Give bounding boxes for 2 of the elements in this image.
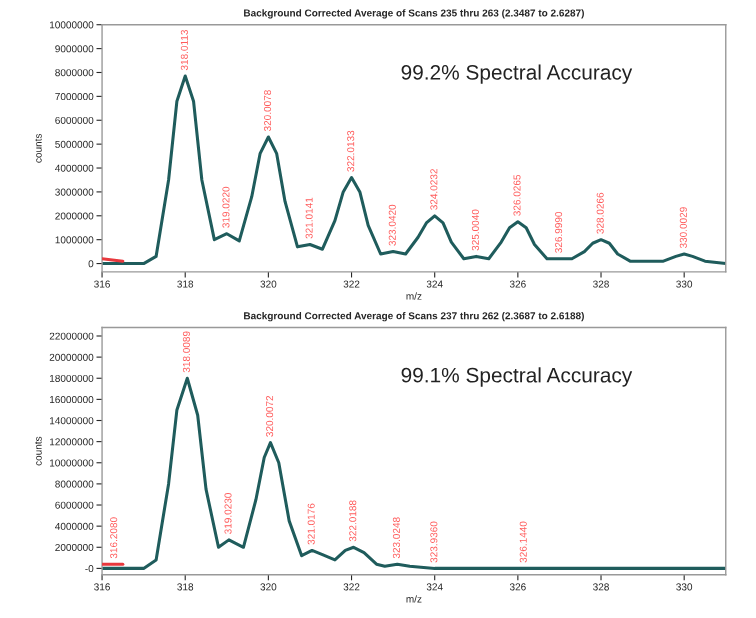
annotation: 99.1% Spectral Accuracy <box>401 367 633 387</box>
annotation: 99.2% Spectral Accuracy <box>401 64 633 84</box>
